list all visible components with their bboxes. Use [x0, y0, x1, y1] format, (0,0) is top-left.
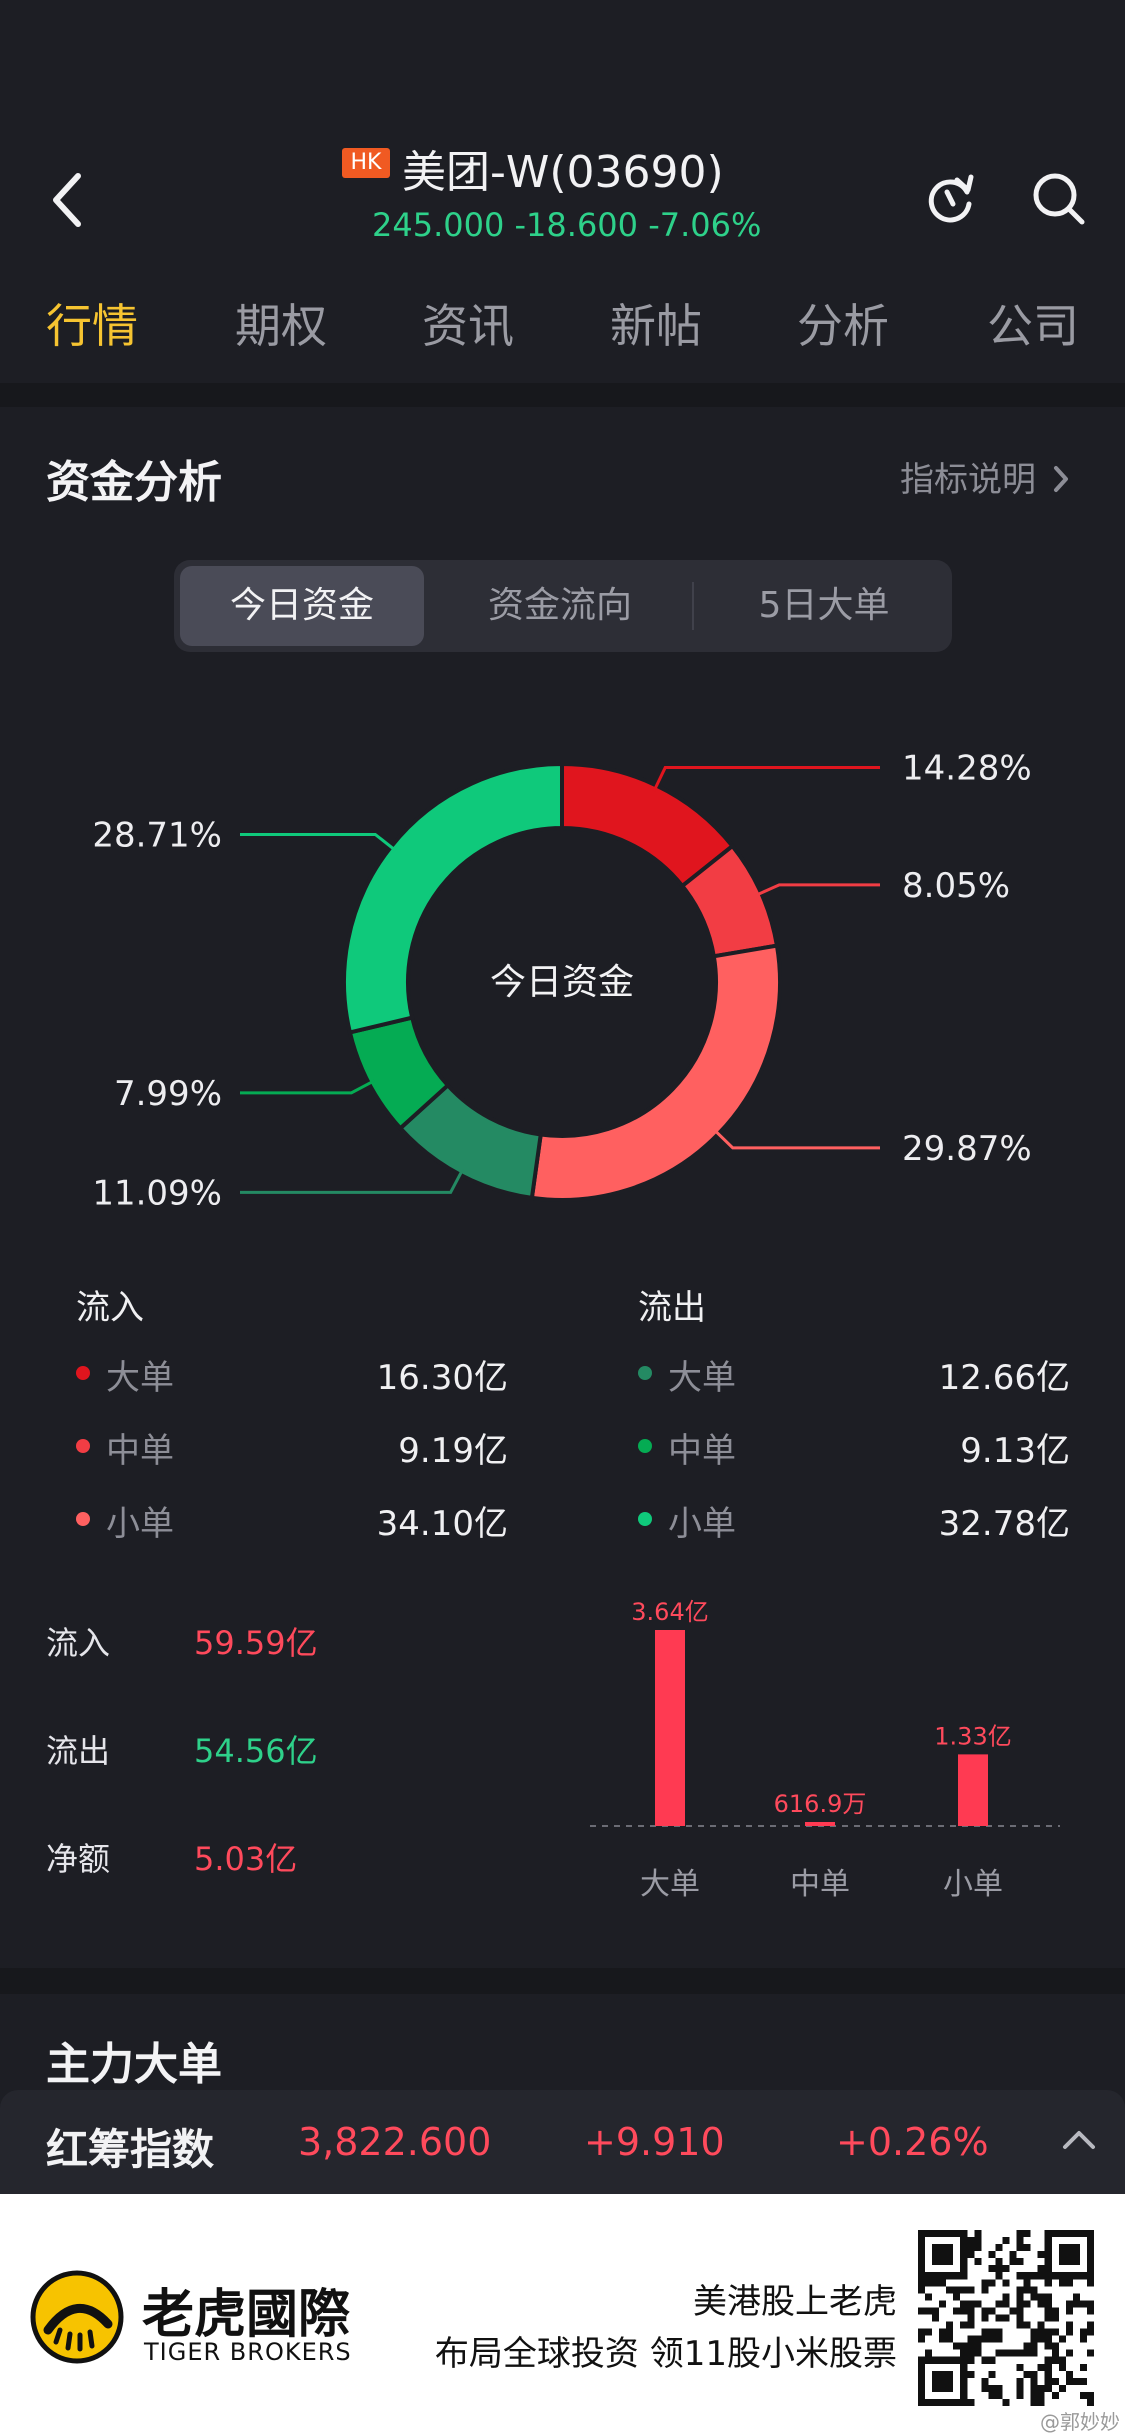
- summary-label: 流入: [46, 1624, 111, 1662]
- back-arrow-icon[interactable]: [48, 170, 88, 230]
- bar-value-label: 616.9万: [774, 1790, 867, 1818]
- summary-value: 5.03亿: [194, 1840, 298, 1878]
- tab-options[interactable]: 期权: [235, 299, 327, 353]
- donut-percent-label: 29.87%: [902, 1129, 1032, 1169]
- bar-value-label: 3.64亿: [631, 1598, 708, 1626]
- help-link-label: 指标说明: [900, 460, 1036, 500]
- legend-label: 中单: [668, 1431, 736, 1471]
- section-divider: [0, 1968, 1125, 1994]
- index-price: 3,822.600: [298, 2120, 492, 2164]
- donut-slice: [342, 761, 564, 1035]
- banner-slogan-1: 美港股上老虎: [693, 2282, 897, 2322]
- donut-center-label: 今日资金: [490, 962, 634, 1003]
- legend-dot: [638, 1366, 652, 1380]
- main-orders-title: 主力大单: [46, 2039, 222, 2090]
- banner-slogan-2: 布局全球投资 领11股小米股票: [434, 2334, 897, 2374]
- brand-name-en: TIGER BROKERS: [144, 2338, 352, 2366]
- inflow-heading: 流入: [76, 1288, 144, 1328]
- tab-analysis[interactable]: 分析: [797, 299, 889, 353]
- refresh-icon[interactable]: [923, 170, 979, 226]
- outflow-heading: 流出: [638, 1288, 706, 1328]
- legend-label: 中单: [106, 1431, 174, 1471]
- segment-flow[interactable]: 资金流向: [487, 585, 632, 626]
- legend-label: 大单: [668, 1358, 736, 1398]
- stock-quote: 245.000 -18.600 -7.06%: [372, 206, 762, 244]
- tab-market[interactable]: 行情: [46, 299, 138, 353]
- legend-value: 34.10亿: [376, 1504, 508, 1544]
- bar: [958, 1754, 988, 1826]
- donut-chart: 14.28% 8.05% 29.87% 11.09% 7.99% 28.71% 今日资金: [92, 749, 1032, 1214]
- summary-label: 流出: [46, 1732, 111, 1770]
- donut-leader-line: [240, 832, 397, 852]
- donut-leader-line: [754, 883, 880, 897]
- bar-category-label: 大单: [640, 1867, 700, 1902]
- index-ticker-bar[interactable]: 红筹指数 3,822.600 +9.910 +0.26%: [0, 2090, 1125, 2194]
- legend-dot: [76, 1366, 90, 1380]
- tab-posts[interactable]: 新帖: [610, 299, 702, 353]
- index-name: 红筹指数: [46, 2125, 215, 2174]
- section-divider: [0, 383, 1125, 407]
- chevron-right-icon: [1053, 466, 1068, 492]
- tab-news[interactable]: 资讯: [422, 299, 514, 353]
- donut-percent-label: 11.09%: [92, 1173, 222, 1213]
- indicator-help-link[interactable]: 指标说明: [900, 452, 1071, 501]
- legend-label: 小单: [668, 1504, 736, 1544]
- donut-percent-label: 28.71%: [92, 815, 222, 855]
- donut-leader-line: [713, 1128, 880, 1150]
- donut-percent-label: 8.05%: [902, 866, 1010, 906]
- market-badge: HK: [342, 148, 390, 178]
- legend-label: 小单: [106, 1504, 174, 1544]
- legend-value: 12.66亿: [938, 1358, 1070, 1398]
- stock-title: 美团-W(03690): [402, 147, 724, 198]
- legend-value: 9.13亿: [960, 1431, 1070, 1471]
- summary-value: 54.56亿: [194, 1732, 318, 1770]
- legend-value: 32.78亿: [938, 1504, 1070, 1544]
- qr-code-icon: [918, 2230, 1094, 2406]
- search-icon[interactable]: [1030, 170, 1086, 226]
- legend-dot: [638, 1512, 652, 1526]
- donut-slice: [529, 943, 782, 1202]
- legend-dot: [76, 1439, 90, 1453]
- brand-name-cn: 老虎國際: [142, 2285, 351, 2345]
- segmented-control: 今日资金 资金流向 5日大单: [174, 560, 952, 652]
- legend-dot: [76, 1512, 90, 1526]
- bar: [805, 1822, 835, 1826]
- legend-label: 大单: [106, 1358, 174, 1398]
- donut-leader-line: [240, 1079, 376, 1095]
- chevron-up-icon[interactable]: [1062, 2128, 1096, 2150]
- donut-percent-label: 7.99%: [114, 1074, 222, 1114]
- donut-leader-line: [652, 766, 880, 792]
- segment-5day[interactable]: 5日大单: [758, 585, 890, 626]
- section-title: 资金分析: [46, 457, 222, 508]
- tab-company[interactable]: 公司: [987, 299, 1079, 353]
- summary-label: 净额: [46, 1840, 111, 1878]
- bar: [655, 1630, 685, 1826]
- segment-divider: [692, 582, 694, 630]
- segment-today[interactable]: 今日资金: [180, 566, 424, 646]
- tiger-logo-icon: [30, 2270, 124, 2364]
- ad-banner[interactable]: 老虎國際 TIGER BROKERS 美港股上老虎 布局全球投资 领11股小米股…: [0, 2194, 1125, 2436]
- watermark-text: @郭妙妙: [1040, 2410, 1120, 2434]
- bar-value-label: 1.33亿: [934, 1722, 1011, 1750]
- index-change-pct: +0.26%: [836, 2120, 989, 2164]
- bar-category-label: 小单: [943, 1867, 1003, 1902]
- index-change: +9.910: [584, 2120, 725, 2164]
- tab-bar: 行情 期权 资讯 新帖 分析 公司: [0, 290, 1125, 370]
- donut-leader-line: [240, 1168, 465, 1194]
- legend-value: 16.30亿: [376, 1358, 508, 1398]
- legend-dot: [638, 1439, 652, 1453]
- bar-category-label: 中单: [790, 1867, 850, 1902]
- legend-value: 9.19亿: [398, 1431, 508, 1471]
- donut-percent-label: 14.28%: [902, 749, 1032, 789]
- summary-value: 59.59亿: [194, 1624, 318, 1662]
